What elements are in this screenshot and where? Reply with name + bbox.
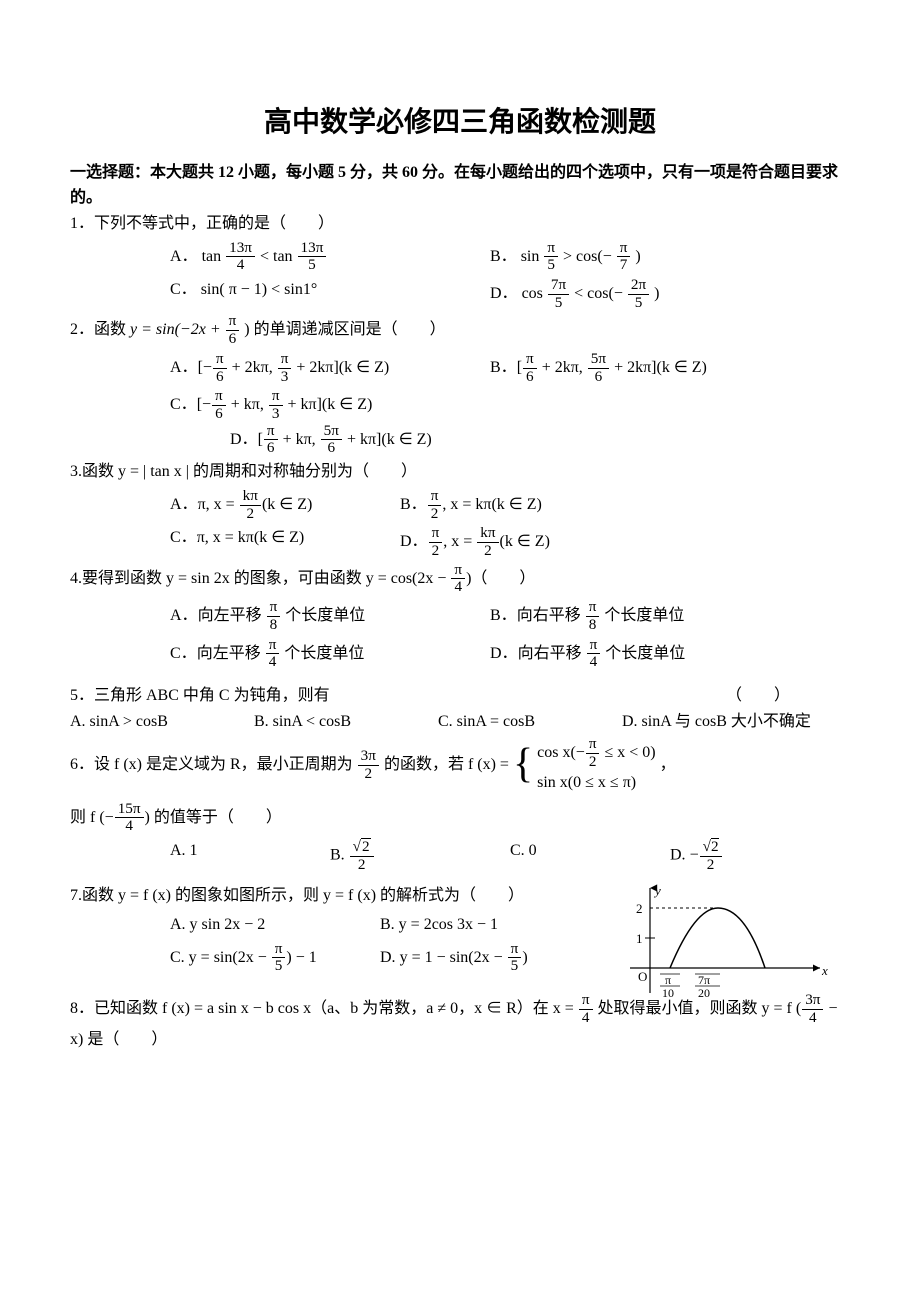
q3-stem: 3.函数 y = | tan x | 的周期和对称轴分别为（ ） (70, 459, 850, 485)
q1-options: A． tan 13π4 < tan 13π5 B． sin π5 > cos(−… (70, 240, 850, 312)
q6-opt-d: D. −√22 (670, 838, 723, 873)
q5-options: A. sinA > cosB B. sinA < cosB C. sinA = … (70, 709, 850, 735)
q3-options: A．π, x = kπ2(k ∈ Z) B．π2, x = kπ(k ∈ Z) … (70, 488, 850, 560)
q3-opt-c: C．π, x = kπ(k ∈ Z) (170, 525, 400, 559)
q4-opt-b: B．向右平移 π8 个长度单位 (490, 599, 810, 633)
curve (670, 908, 765, 968)
q7-opt-a: A. y sin 2x − 2 (170, 912, 380, 938)
xtick-1-num: π (665, 973, 671, 987)
q2-options: A．[−π6 + 2kπ, π3 + 2kπ](k ∈ Z) B．[π6 + 2… (70, 351, 850, 457)
q3-opt-d: D．π2, x = kπ2(k ∈ Z) (400, 525, 630, 559)
q4-opt-c: C．向左平移 π4 个长度单位 (170, 637, 490, 671)
q6-opt-a: A. 1 (170, 838, 330, 873)
exam-page: 高中数学必修四三角函数检测题 一选择题：本大题共 12 小题，每小题 5 分，共… (0, 0, 920, 1094)
q1-opt-d: D． cos 7π5 < cos(− 2π5 ) (490, 277, 810, 311)
q6-options: A. 1 B. √22 C. 0 D. −√22 (70, 838, 850, 873)
q5-stem: 5．三角形 ABC 中角 C 为钝角，则有 （ ） (70, 683, 850, 709)
q2-opt-d: D．[π6 + kπ, 5π6 + kπ](k ∈ Z) (230, 423, 550, 457)
q7-chart: 1 2 O x y π 10 7π 20 (600, 883, 830, 1012)
q6-stem-1: 6．设 f (x) 是定义域为 R，最小正周期为 3π2 的函数，若 f (x)… (70, 736, 850, 794)
x-axis-label: x (821, 963, 828, 978)
question-5: 5．三角形 ABC 中角 C 为钝角，则有 （ ） A. sinA > cosB… (70, 683, 850, 734)
q3-opt-b: B．π2, x = kπ(k ∈ Z) (400, 488, 630, 522)
q6-opt-b: B. √22 (330, 838, 510, 873)
q4-opt-a: A．向左平移 π8 个长度单位 (170, 599, 490, 633)
q2-opt-c: C．[−π6 + kπ, π3 + kπ](k ∈ Z) (170, 388, 490, 422)
q2-opt-b: B．[π6 + 2kπ, 5π6 + 2kπ](k ∈ Z) (490, 351, 810, 385)
xtick-2-num: 7π (698, 973, 710, 987)
question-6: 6．设 f (x) 是定义域为 R，最小正周期为 3π2 的函数，若 f (x)… (70, 736, 850, 873)
q4-options: A．向左平移 π8 个长度单位 B．向右平移 π8 个长度单位 C．向左平移 π… (70, 599, 850, 671)
q7-opt-b: B. y = 2cos 3x − 1 (380, 912, 498, 938)
question-2: 2．函数 y = sin(−2x + π6 ) 的单调递减区间是（ ） A．[−… (70, 313, 850, 457)
origin-label: O (638, 969, 647, 984)
q5-opt-d: D. sinA 与 cosB 大小不确定 (622, 713, 811, 730)
q1-opt-b: B． sin π5 > cos(− π7 ) (490, 240, 810, 274)
piecewise-def: cos x(−π2 ≤ x < 0) sin x(0 ≤ x ≤ π) (537, 736, 656, 794)
q7-opt-d: D. y = 1 − sin(2x − π5) (380, 941, 528, 975)
question-1: 1．下列不等式中，正确的是（ ） A． tan 13π4 < tan 13π5 … (70, 211, 850, 311)
q3-opt-a: A．π, x = kπ2(k ∈ Z) (170, 488, 400, 522)
xtick-1-den: 10 (662, 986, 674, 1000)
q2-stem: 2．函数 y = sin(−2x + π6 ) 的单调递减区间是（ ） (70, 313, 850, 347)
q6-opt-c: C. 0 (510, 838, 670, 873)
q1-opt-a: A． tan 13π4 < tan 13π5 (170, 240, 490, 274)
y-axis-label: y (653, 883, 661, 898)
q5-opt-a: A. sinA > cosB (70, 709, 250, 735)
q4-stem: 4.要得到函数 y = sin 2x 的图象，可由函数 y = cos(2x −… (70, 562, 850, 596)
function-graph: 1 2 O x y π 10 7π 20 (600, 883, 830, 1003)
q2-opt-a: A．[−π6 + 2kπ, π3 + 2kπ](k ∈ Z) (170, 351, 490, 385)
q5-opt-b: B. sinA < cosB (254, 709, 434, 735)
q5-opt-c: C. sinA = cosB (438, 709, 618, 735)
q4-opt-d: D．向右平移 π4 个长度单位 (490, 637, 810, 671)
question-4: 4.要得到函数 y = sin 2x 的图象，可由函数 y = cos(2x −… (70, 562, 850, 671)
brace-icon: { (513, 746, 533, 784)
q6-stem-2: 则 f (−15π4) 的值等于（ ） (70, 801, 850, 835)
q1-opt-c: C． sin( π − 1) < sin1° (170, 277, 490, 311)
ytick-1: 1 (636, 931, 643, 946)
q7-opt-c: C. y = sin(2x − π5) − 1 (170, 941, 380, 975)
question-7: 1 2 O x y π 10 7π 20 7.函数 y = f (x) 的图象如… (70, 883, 850, 975)
xtick-2-den: 20 (698, 986, 710, 1000)
section-header: 一选择题：本大题共 12 小题，每小题 5 分，共 60 分。在每小题给出的四个… (70, 160, 850, 211)
page-title: 高中数学必修四三角函数检测题 (70, 100, 850, 145)
ytick-2: 2 (636, 901, 643, 916)
q1-stem: 1．下列不等式中，正确的是（ ） (70, 211, 850, 237)
question-3: 3.函数 y = | tan x | 的周期和对称轴分别为（ ） A．π, x … (70, 459, 850, 559)
